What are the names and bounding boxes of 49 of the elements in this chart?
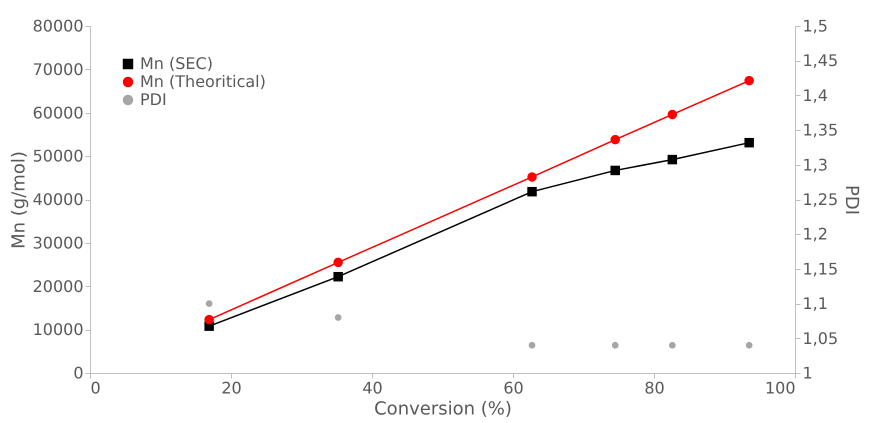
point	[333, 258, 343, 268]
y2-tick-label: 1,3	[802, 155, 828, 174]
y2-tick-label: 1,25	[802, 190, 838, 209]
y2-tick-label: 1,05	[802, 328, 838, 348]
y-tick-label: 20000	[32, 276, 84, 296]
y2-tick-label: 1,2	[802, 224, 828, 244]
x-axis-title: Conversion (%)	[374, 398, 512, 420]
legend-label: PDI	[140, 90, 167, 109]
y-tick-label: 0	[73, 364, 84, 382]
x-tick-label: 80	[644, 378, 665, 398]
point	[527, 186, 537, 196]
point	[333, 272, 343, 282]
y-tick-label: 30000	[32, 233, 84, 252]
point	[746, 342, 753, 349]
y2-tick-label: 1,4	[802, 86, 828, 105]
y2-tick-label: 1,5	[802, 16, 828, 36]
x-tick-label: 100	[764, 378, 796, 398]
point	[668, 342, 676, 349]
y-tick-label: 10000	[32, 320, 84, 340]
point	[668, 154, 678, 164]
point	[610, 166, 620, 176]
point	[612, 342, 619, 349]
y-tick-label: 40000	[32, 190, 84, 209]
y-axis-title: Mn (g/mol)	[8, 151, 30, 249]
point	[206, 300, 212, 307]
point	[334, 314, 342, 321]
point	[610, 134, 620, 144]
legend-label: Mn (SEC)	[140, 54, 213, 73]
y-tick-label: 60000	[32, 103, 84, 122]
x-tick-label: 60	[503, 378, 524, 398]
y-tick-label: 70000	[32, 60, 84, 79]
point	[527, 172, 537, 182]
x-tick-label: 20	[221, 378, 242, 398]
point	[744, 138, 754, 148]
y2-tick-label: 1,35	[802, 120, 838, 140]
point	[744, 76, 754, 86]
y2-tick-label: 1	[802, 364, 813, 382]
y-tick-label: 80000	[32, 16, 84, 36]
y2-tick-label: 1,1	[802, 294, 828, 314]
point	[204, 314, 214, 324]
y-tick-label: 50000	[32, 146, 84, 166]
point	[528, 342, 536, 349]
y2-axis-title: PDI	[841, 184, 862, 216]
x-tick-label: 0	[90, 378, 101, 398]
y2-tick-label: 1,45	[802, 51, 838, 70]
y2-tick-label: 1,15	[802, 259, 838, 278]
legend-label: Mn (Theoritical)	[140, 72, 266, 91]
x-tick-label: 40	[362, 378, 383, 398]
point	[668, 110, 678, 120]
